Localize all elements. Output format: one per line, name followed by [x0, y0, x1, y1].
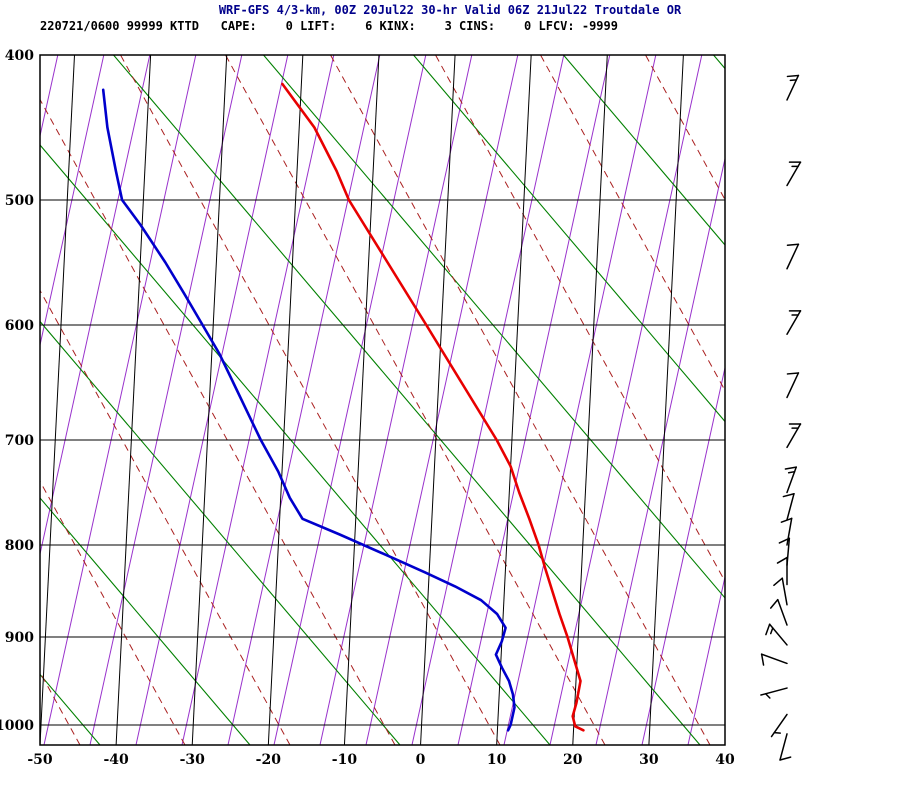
temperature-tick-label: 20 — [563, 752, 583, 768]
wind-barb — [779, 733, 792, 761]
wind-barb — [760, 653, 788, 666]
pressure-tick-label: 1000 — [0, 718, 34, 734]
wind-barb — [776, 556, 788, 586]
temperature-tick-label: 40 — [715, 752, 735, 768]
pressure-tick-label: 700 — [5, 433, 34, 449]
wind-barb — [770, 713, 788, 738]
wind-barb — [782, 492, 795, 521]
background-grid — [40, 55, 725, 745]
wind-barb — [786, 423, 802, 449]
pressure-tick-label: 900 — [5, 630, 34, 646]
mixing-ratio-lines — [40, 55, 725, 745]
wind-barb — [786, 243, 800, 270]
wind-barb-column — [760, 74, 802, 761]
temperature-tick-label: -40 — [103, 752, 129, 768]
temperature-tick-label: -30 — [180, 752, 206, 768]
pressure-tick-label: 500 — [5, 193, 34, 209]
plot-border — [39, 54, 726, 746]
wind-barb — [765, 623, 788, 646]
wind-barb — [784, 466, 797, 494]
temperature-tick-label: -20 — [256, 752, 282, 768]
temperature-tick-label: -50 — [27, 752, 53, 768]
temperature-tick-label: 30 — [639, 752, 659, 768]
axis-labels: 400 500 600 700 800 900 1000 -50 -40 -30 -20 -10 0 10… — [0, 48, 735, 768]
dry-adiabat-lines — [40, 55, 725, 745]
wind-barb — [760, 687, 788, 699]
dewpoint-curve — [101, 88, 516, 732]
wind-barb — [786, 161, 802, 187]
wind-barb — [786, 74, 800, 101]
temperature-tick-label: 0 — [416, 752, 426, 768]
pressure-tick-label: 400 — [5, 48, 34, 64]
wind-barb — [786, 372, 800, 399]
chart-title: WRF-GFS 4/3-km, 00Z 20Jul22 30-hr Valid … — [218, 3, 682, 17]
wind-barb — [780, 517, 793, 546]
pressure-tick-label: 600 — [5, 318, 34, 334]
wind-barb — [769, 598, 788, 626]
pressure-tick-label: 800 — [5, 538, 34, 554]
wind-barb — [773, 577, 788, 606]
wind-barb — [786, 310, 802, 335]
temperature-tick-label: -10 — [332, 752, 358, 768]
temperature-tick-label: 10 — [487, 752, 507, 768]
isotherm-lines — [40, 55, 725, 745]
temperature-curve — [281, 82, 585, 732]
chart-info-line: 220721/0600 99999 KTTD CAPE: 0 LIFT: 6 K… — [40, 19, 618, 33]
